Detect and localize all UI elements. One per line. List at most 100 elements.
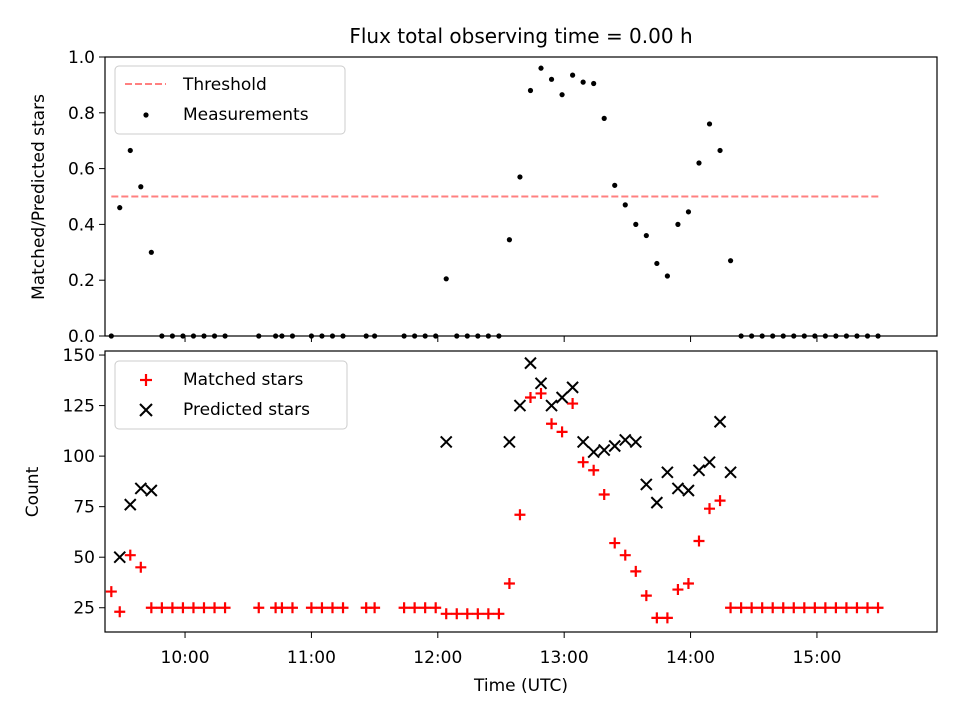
predicted-star-point xyxy=(440,435,453,449)
bottom-x-tick-label: 15:00 xyxy=(792,648,841,668)
bottom-panel: 25 50 75 100 125 150 10:00 11:00 12:00 13:00 14:0… xyxy=(23,346,938,696)
legend-measurements-label: Measurements xyxy=(183,105,309,125)
matched-star-point xyxy=(114,606,126,618)
predicted-star-point xyxy=(503,435,516,449)
matched-star-point xyxy=(567,398,579,410)
predicted-star-point xyxy=(608,439,621,453)
top-y-tick-label: 0.6 xyxy=(68,160,95,180)
matched-star-point xyxy=(135,561,147,573)
measurement-point xyxy=(559,92,565,98)
bottom-y-axis-ticks: 25 50 75 100 125 150 xyxy=(63,346,105,619)
matched-star-point xyxy=(145,602,157,614)
measurement-point xyxy=(622,202,628,208)
measurement-point xyxy=(643,232,649,239)
measurement-point xyxy=(664,273,670,279)
bottom-x-axis-label: Time (UTC) xyxy=(473,676,568,696)
matched-star-point xyxy=(851,602,863,614)
matched-star-point xyxy=(124,549,136,561)
matched-star-point xyxy=(651,612,663,624)
bottom-x-tick-label: 11:00 xyxy=(287,648,336,668)
predicted-star-point xyxy=(524,356,537,370)
matched-star-point xyxy=(788,602,800,614)
bottom-y-tick-label: 100 xyxy=(63,447,95,467)
bottom-y-tick-label: 75 xyxy=(73,498,95,518)
top-y-axis-ticks: 0.0 0.2 0.4 0.6 0.8 1.0 xyxy=(68,48,105,347)
predicted-star-point xyxy=(661,466,674,479)
top-y-tick-label: 0.2 xyxy=(68,271,95,291)
matched-star-point xyxy=(598,489,610,501)
matched-star-point xyxy=(187,602,199,614)
matched-star-point xyxy=(472,608,484,620)
matched-star-point xyxy=(253,602,265,614)
measurement-point xyxy=(591,80,597,87)
predicted-star-point xyxy=(671,482,685,495)
bottom-plot-data xyxy=(105,356,884,624)
bottom-y-tick-label: 25 xyxy=(73,599,95,619)
legend-predicted-label: Predicted stars xyxy=(183,400,310,420)
predicted-star-point xyxy=(682,484,695,497)
measurement-point xyxy=(580,79,586,85)
matched-star-point xyxy=(316,602,328,614)
measurement-point xyxy=(517,174,523,180)
bottom-plot-frame xyxy=(104,350,938,633)
predicted-star-point xyxy=(134,482,148,495)
measurement-point xyxy=(138,184,144,190)
measurement-point xyxy=(727,258,734,264)
matched-star-point xyxy=(430,602,442,614)
measurement-point xyxy=(548,76,555,82)
predicted-star-point xyxy=(513,399,527,412)
bottom-legend-box xyxy=(114,360,348,430)
matched-star-point xyxy=(819,602,831,614)
top-panel: 0.0 0.2 0.4 0.6 0.8 1.0 Matched/Predicted sta… xyxy=(29,48,938,347)
matched-star-point xyxy=(640,590,652,602)
measurement-point xyxy=(127,147,133,154)
matched-star-point xyxy=(798,602,810,614)
matched-star-point xyxy=(588,464,600,476)
measurement-point xyxy=(696,160,702,166)
matched-star-point xyxy=(672,584,684,596)
predicted-star-point xyxy=(145,484,158,497)
predicted-star-point xyxy=(113,550,126,564)
predicted-star-point xyxy=(619,433,632,447)
matched-star-point xyxy=(440,608,452,620)
predicted-star-point xyxy=(692,464,706,477)
matched-star-point xyxy=(630,565,642,577)
measurement-point xyxy=(675,221,681,227)
predicted-star-point xyxy=(724,466,737,479)
matched-star-point xyxy=(514,509,526,521)
measurement-point xyxy=(706,121,713,127)
matched-star-point xyxy=(419,602,431,614)
chart-title: Flux total observing time = 0.00 h xyxy=(349,24,692,48)
matched-star-point xyxy=(286,602,298,614)
matched-star-point xyxy=(503,577,515,589)
matched-star-point xyxy=(493,608,505,620)
predicted-star-point xyxy=(566,381,579,394)
legend-predicted-swatch xyxy=(139,403,153,417)
bottom-y-tick-label: 50 xyxy=(73,548,95,568)
predicted-star-point xyxy=(703,455,716,469)
bottom-x-tick-label: 14:00 xyxy=(666,648,715,668)
matched-star-point xyxy=(535,387,547,399)
bottom-y-tick-label: 125 xyxy=(63,397,95,417)
measurement-point xyxy=(633,221,639,227)
top-y-tick-label: 0.0 xyxy=(68,327,95,347)
legend-measurements-swatch xyxy=(143,112,149,118)
measurement-point xyxy=(527,87,534,94)
matched-star-point xyxy=(369,602,381,614)
matched-star-point xyxy=(725,602,737,614)
matched-star-point xyxy=(276,602,288,614)
matched-star-point xyxy=(556,426,568,438)
bottom-x-tick-label: 10:00 xyxy=(161,648,210,668)
top-x-axis-ticks xyxy=(184,336,818,342)
top-y-axis-label: Matched/Predicted stars xyxy=(29,94,49,300)
matched-star-point xyxy=(305,602,317,614)
matched-star-point xyxy=(105,586,117,598)
predicted-star-point xyxy=(713,415,727,428)
top-plot-frame xyxy=(104,56,938,337)
top-y-tick-label: 0.4 xyxy=(68,215,95,235)
top-legend: Threshold Measurements xyxy=(114,65,346,135)
matched-star-point xyxy=(337,602,349,614)
bottom-x-axis-ticks: 10:00 11:00 12:00 13:00 14:00 15:00 xyxy=(161,632,841,668)
matched-star-point xyxy=(609,537,621,549)
